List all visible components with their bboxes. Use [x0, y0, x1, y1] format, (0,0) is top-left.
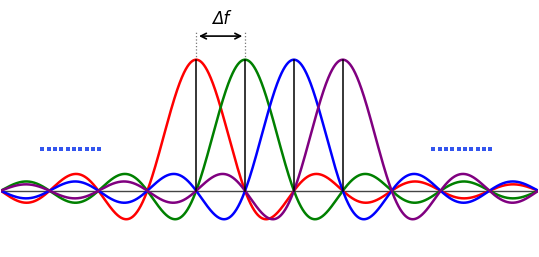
Text: Δf: Δf: [212, 10, 229, 28]
